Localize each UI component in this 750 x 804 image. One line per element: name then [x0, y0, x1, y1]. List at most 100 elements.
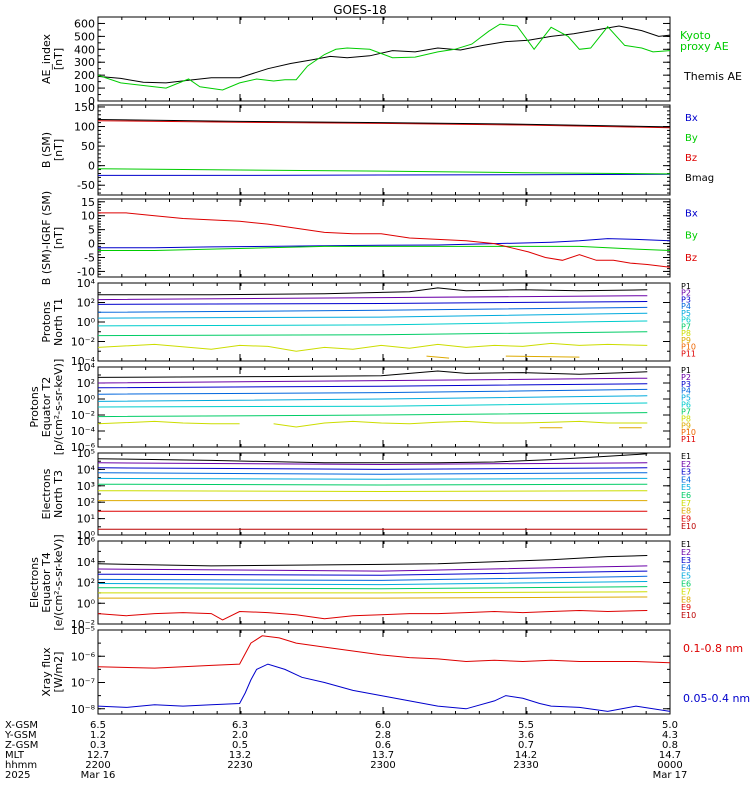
- y-tick-label: 5: [88, 224, 95, 237]
- y-tick-label: 10⁻⁶: [71, 441, 96, 454]
- x-axis-value: 4.3: [662, 730, 678, 741]
- legend-entry: P3: [681, 380, 691, 389]
- legend-entry: P3: [681, 295, 691, 304]
- y-axis-label: AE_index: [40, 33, 53, 84]
- x-axis-value: 14.7: [659, 750, 681, 761]
- y-axis-label: North T3: [52, 470, 65, 518]
- x-axis-value: 0000: [657, 760, 682, 771]
- y-axis-label: Xray flux: [40, 647, 53, 697]
- series-line-p5: [98, 395, 648, 402]
- y-tick-label: 10⁴: [77, 556, 96, 569]
- y-tick-label: 10⁰: [77, 597, 96, 610]
- y-tick-label: 10⁴: [77, 277, 96, 290]
- y-axis-label: [nT]: [52, 227, 65, 249]
- y-axis-label: [nT]: [52, 139, 65, 161]
- y-tick-label: 10⁻⁶: [71, 650, 96, 663]
- y-tick-label: 200: [74, 69, 95, 82]
- legend-entry: P1: [681, 366, 691, 375]
- chart-title: GOES-18: [333, 3, 387, 17]
- y-tick-label: 10⁻²: [71, 618, 95, 631]
- y-tick-label: 0: [88, 238, 95, 251]
- legend-entry: P10: [681, 343, 696, 352]
- series-line-p8: [98, 420, 240, 425]
- y-tick-label: 10²: [77, 297, 95, 310]
- x-axis-value: 13.2: [229, 750, 251, 761]
- y-tick-label: 400: [74, 43, 95, 56]
- legend-entry: Bz: [685, 253, 697, 264]
- series-line-bx: [98, 238, 670, 249]
- x-axis-row-label: X-GSM: [5, 720, 38, 731]
- y-tick-label: 10⁰: [77, 529, 96, 542]
- legend-entry: E8: [681, 507, 691, 516]
- panel-frame: [97, 104, 671, 196]
- legend-entry: E4: [681, 475, 691, 484]
- x-axis-value: 1.2: [90, 730, 106, 741]
- legend-entry: 0.1-0.8 nm: [683, 642, 743, 655]
- y-tick-label: 500: [74, 30, 95, 43]
- y-tick-label: 10⁰: [77, 316, 96, 329]
- y-tick-label: 100: [74, 82, 95, 95]
- y-tick-label: 10⁻⁴: [71, 355, 96, 368]
- y-tick-label: 10⁻²: [71, 336, 95, 349]
- series-line-0-05-0-4-nm: [98, 663, 670, 712]
- x-axis-row-label: Y-GSM: [4, 730, 37, 741]
- legend-entry: 0.05-0.4 nm: [683, 692, 750, 705]
- series-line-by: [98, 245, 670, 251]
- legend-entry: E2: [681, 548, 691, 557]
- legend-entry: Bx: [685, 113, 698, 124]
- legend-entry: E3: [681, 468, 691, 477]
- series-line-p2: [98, 295, 648, 301]
- legend-entry: P7: [681, 407, 691, 416]
- x-axis-value: 2300: [370, 760, 395, 771]
- x-axis-value: 5.5: [518, 720, 534, 731]
- series-line-p6: [98, 402, 648, 408]
- y-tick-label: 100: [74, 121, 95, 134]
- x-axis-row-label: MLT: [5, 750, 25, 761]
- legend-entry: P5: [681, 394, 691, 403]
- series-line-p1: [98, 370, 648, 378]
- y-axis-label: B (SM)-IGRF (SM): [40, 191, 53, 285]
- legend-entry: P2: [681, 373, 691, 382]
- series-line-e6: [98, 483, 648, 486]
- series-line-bz: [98, 120, 670, 129]
- legend-entry: P8: [681, 414, 691, 423]
- legend-entry: P7: [681, 322, 691, 331]
- y-axis-label: [p/(cm²-s-sr-keV)]: [52, 359, 65, 456]
- x-axis-value: 3.6: [518, 730, 534, 741]
- legend-entry: P9: [681, 421, 691, 430]
- x-axis-value: Mar 16: [81, 770, 116, 781]
- series-line-e4: [98, 575, 648, 581]
- panel-frame: [97, 629, 671, 715]
- x-axis-value: 0.7: [518, 740, 534, 751]
- legend-entry: E1: [681, 452, 691, 461]
- x-axis-value: 13.7: [372, 750, 394, 761]
- series-line-e9: [98, 609, 648, 621]
- series-line-e1: [98, 453, 648, 464]
- legend-entry: P11: [681, 349, 696, 358]
- legend-entry: Themis AE: [683, 70, 742, 83]
- legend-entry: proxy AE: [680, 40, 729, 53]
- y-tick-label: -10: [77, 265, 95, 278]
- y-tick-label: 10⁻⁴: [71, 425, 96, 438]
- y-tick-label: 10⁵: [77, 447, 95, 460]
- panel-frame: [97, 452, 671, 536]
- series-line-bx: [98, 173, 670, 176]
- series-line-p2: [98, 377, 648, 384]
- legend-entry: P6: [681, 401, 691, 410]
- x-axis-value: Mar 17: [653, 770, 688, 781]
- legend-entry: E10: [681, 522, 696, 531]
- legend-entry: E9: [681, 603, 691, 612]
- legend-entry: E5: [681, 572, 691, 581]
- series-line-p8: [98, 342, 648, 352]
- legend-entry: Bmag: [685, 173, 714, 184]
- y-tick-label: 10⁴: [77, 463, 96, 476]
- x-axis-value: 2.0: [232, 730, 248, 741]
- legend-entry: By: [685, 133, 698, 144]
- x-axis-value: 12.7: [87, 750, 109, 761]
- series-line-e5: [98, 477, 648, 480]
- y-axis-label: [e/(cm²-s-sr-keV)]: [52, 534, 65, 630]
- series-line-0-1-0-8-nm: [98, 635, 670, 669]
- legend-entry: P8: [681, 329, 691, 338]
- series-line-themis-ae: [98, 25, 670, 84]
